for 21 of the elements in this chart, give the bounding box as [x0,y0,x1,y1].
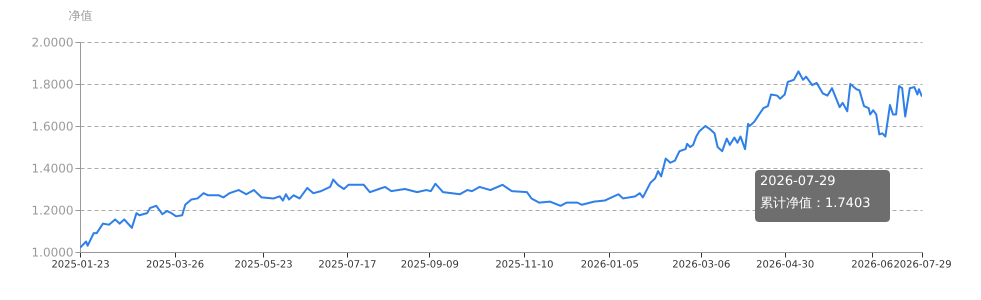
line-series [80,70,922,249]
x-tick-label: 2026-04-30 [756,260,814,270]
annotation: 累计净值：1.7403 [760,196,870,211]
y-tick-label: 1.0000 [32,246,74,260]
x-tick-label: 2025-03-26 [146,260,204,270]
y-tick-label: 1.2000 [32,204,74,218]
x-tick-label: 2025-11-10 [495,260,554,270]
x-tick-label: 2025-01-23 [51,260,110,270]
x-tick-label: 2025-05-23 [234,260,293,270]
y-axis-title: 净值 [68,8,92,22]
x-tick-label: 2026-01-05 [580,260,639,270]
x-tick-label: 2025-09-09 [400,260,459,270]
x-tick-label: 2026-07-29 [893,260,952,270]
x-tick-label: 2026-03-06 [672,260,730,270]
y-tick-label: 2.0000 [32,36,74,50]
x-tick-label: 2025-07-17 [318,260,376,270]
annotation: 2026-07-29 [760,174,836,189]
y-tick-label: 1.6000 [32,120,74,134]
y-tick-label: 1.8000 [32,78,74,92]
y-tick-label: 1.4000 [32,162,74,176]
x-tick-label: 2026-06 [851,260,894,270]
